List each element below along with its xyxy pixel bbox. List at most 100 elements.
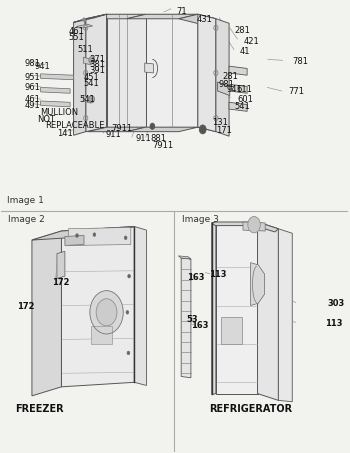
Text: 131: 131 xyxy=(212,118,228,127)
Text: 281: 281 xyxy=(234,25,250,34)
Polygon shape xyxy=(212,222,216,395)
Text: 541: 541 xyxy=(83,79,99,88)
Text: 431: 431 xyxy=(197,15,213,24)
Text: Image 2: Image 2 xyxy=(8,215,45,224)
Text: 41: 41 xyxy=(239,47,250,56)
Circle shape xyxy=(90,291,123,334)
Bar xyxy=(91,326,112,344)
Text: 941: 941 xyxy=(35,62,50,71)
Text: 541: 541 xyxy=(80,95,96,104)
Polygon shape xyxy=(32,231,62,396)
Circle shape xyxy=(128,275,131,278)
Polygon shape xyxy=(243,222,265,231)
Polygon shape xyxy=(198,14,216,132)
Polygon shape xyxy=(216,19,229,136)
Text: 113: 113 xyxy=(325,319,343,328)
Circle shape xyxy=(76,234,78,237)
Text: NOT: NOT xyxy=(37,115,55,124)
Polygon shape xyxy=(258,222,278,400)
Text: 941: 941 xyxy=(226,85,242,94)
Text: 461: 461 xyxy=(24,95,40,104)
Circle shape xyxy=(126,310,129,314)
Polygon shape xyxy=(57,251,65,279)
Polygon shape xyxy=(62,226,134,387)
Text: 7911: 7911 xyxy=(153,141,174,149)
Polygon shape xyxy=(41,87,70,93)
Text: REPLACEABLE: REPLACEABLE xyxy=(45,121,105,130)
Bar xyxy=(221,317,242,344)
Text: 7911: 7911 xyxy=(111,124,132,133)
Text: 113: 113 xyxy=(209,270,226,280)
Text: 541: 541 xyxy=(234,102,250,111)
Circle shape xyxy=(199,125,206,134)
Text: 53: 53 xyxy=(187,314,198,323)
Polygon shape xyxy=(216,222,258,394)
Text: 951: 951 xyxy=(24,73,40,82)
Text: Image 3: Image 3 xyxy=(182,215,219,224)
Polygon shape xyxy=(127,14,198,19)
Text: 981: 981 xyxy=(24,58,40,67)
Text: 163: 163 xyxy=(188,273,205,282)
Polygon shape xyxy=(181,258,191,378)
Circle shape xyxy=(89,57,95,64)
Circle shape xyxy=(150,123,155,130)
Text: 172: 172 xyxy=(18,303,35,311)
Text: 881: 881 xyxy=(150,134,166,143)
Text: MULLION: MULLION xyxy=(41,108,79,117)
Text: 611: 611 xyxy=(237,85,253,94)
Polygon shape xyxy=(32,226,134,240)
Polygon shape xyxy=(86,14,106,132)
Polygon shape xyxy=(83,96,91,103)
Text: 421: 421 xyxy=(244,37,259,46)
Circle shape xyxy=(83,18,85,21)
Text: 451: 451 xyxy=(83,73,99,82)
Polygon shape xyxy=(251,263,265,305)
Polygon shape xyxy=(74,19,86,135)
Text: 911: 911 xyxy=(105,130,121,140)
Polygon shape xyxy=(145,63,153,73)
Text: 281: 281 xyxy=(223,72,239,81)
Polygon shape xyxy=(127,127,198,132)
Polygon shape xyxy=(65,236,84,246)
Text: 551: 551 xyxy=(68,33,84,42)
Text: 911: 911 xyxy=(135,134,151,143)
Text: 172: 172 xyxy=(52,279,70,288)
Circle shape xyxy=(248,217,260,233)
Polygon shape xyxy=(212,222,278,232)
Polygon shape xyxy=(229,84,247,93)
Circle shape xyxy=(96,299,117,326)
Text: 601: 601 xyxy=(237,95,253,104)
Polygon shape xyxy=(198,14,216,132)
Polygon shape xyxy=(146,14,198,127)
Text: 491: 491 xyxy=(24,101,40,110)
Polygon shape xyxy=(178,256,191,259)
Text: 391: 391 xyxy=(89,66,105,75)
Circle shape xyxy=(89,96,95,103)
Text: Image 1: Image 1 xyxy=(7,196,44,205)
Circle shape xyxy=(127,351,130,355)
Polygon shape xyxy=(278,229,292,402)
Polygon shape xyxy=(106,14,146,127)
Polygon shape xyxy=(41,74,74,80)
Text: 981: 981 xyxy=(219,80,234,89)
Polygon shape xyxy=(68,227,131,246)
Polygon shape xyxy=(76,24,93,28)
Polygon shape xyxy=(83,57,91,65)
Text: 163: 163 xyxy=(191,321,208,330)
Polygon shape xyxy=(229,102,247,111)
Polygon shape xyxy=(218,82,230,96)
Circle shape xyxy=(93,233,96,236)
Polygon shape xyxy=(88,14,146,19)
Text: 71: 71 xyxy=(176,8,187,16)
Polygon shape xyxy=(179,14,216,23)
Text: 371: 371 xyxy=(89,55,105,64)
Text: 461: 461 xyxy=(68,27,84,36)
Text: 961: 961 xyxy=(24,83,40,92)
Text: FREEZER: FREEZER xyxy=(15,405,64,414)
Circle shape xyxy=(124,236,127,240)
Polygon shape xyxy=(134,226,146,386)
Polygon shape xyxy=(229,66,247,75)
Text: 771: 771 xyxy=(289,87,305,96)
Text: 141: 141 xyxy=(57,129,73,138)
Text: 511: 511 xyxy=(78,44,93,53)
